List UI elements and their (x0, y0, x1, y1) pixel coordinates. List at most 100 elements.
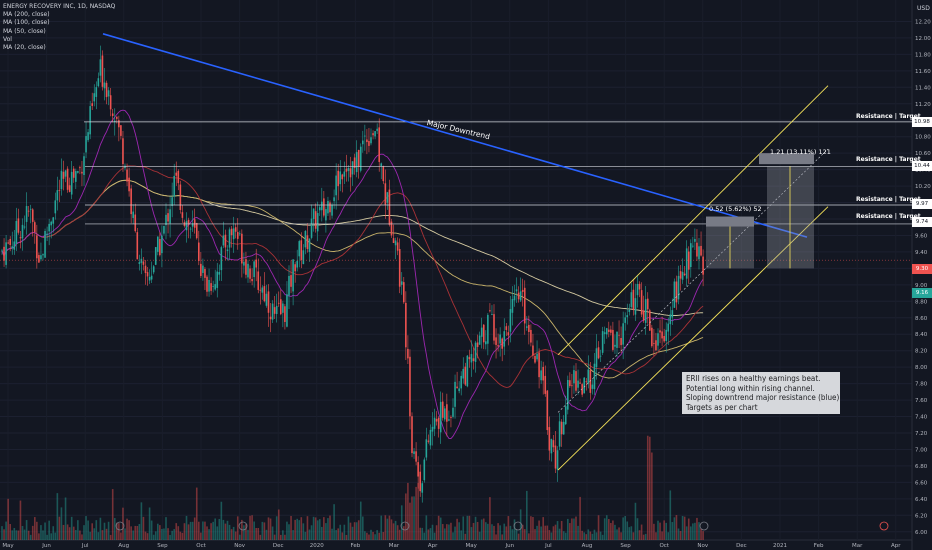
y-tick-label: 8.60 (915, 316, 928, 322)
candle-body (587, 369, 590, 384)
volume-bar (68, 527, 71, 540)
candle-body (54, 200, 57, 214)
candle-body (489, 310, 491, 312)
candle-body (386, 192, 389, 203)
volume-bar (27, 530, 30, 540)
indicator-ma100[interactable]: MA (100, close) (3, 19, 50, 27)
candle-body (163, 225, 165, 234)
candle-body (81, 171, 83, 174)
volume-bar (390, 519, 393, 540)
volume-bar (148, 507, 151, 540)
candle-body (208, 279, 210, 292)
y-tick-label: 7.40 (915, 415, 928, 421)
volume-bar (554, 524, 557, 540)
y-tick-label: 6.60 (915, 480, 928, 486)
volume-bar (120, 532, 122, 540)
candle-body (573, 370, 575, 384)
volume-bar (204, 521, 206, 540)
indicator-vol[interactable]: Vol (3, 35, 12, 43)
volume-bar (415, 486, 417, 540)
volume-bar (431, 524, 434, 540)
volume-bar (694, 522, 696, 540)
indicator-ma200[interactable]: MA (200, close) (3, 11, 50, 19)
candle-body (245, 259, 247, 275)
candle-body (519, 291, 522, 301)
candle-body (554, 445, 557, 469)
symbol-header[interactable]: ENERGY RECOVERY INC, 1D, NASDAQ (3, 3, 116, 10)
volume-bar (552, 526, 555, 540)
candle-body (380, 163, 383, 167)
candle-body (528, 324, 530, 332)
candle-body (5, 242, 7, 265)
volume-bar (427, 529, 430, 540)
candle-body (68, 185, 71, 192)
volume-bar (290, 515, 292, 540)
x-tick-label: Dec (273, 543, 284, 549)
volume-bar (296, 518, 298, 540)
volume-bar (513, 519, 516, 540)
candle-body (562, 421, 565, 435)
y-tick-label: 6.80 (915, 464, 928, 470)
volume-bar (517, 533, 520, 540)
x-tick-label: Mar (389, 543, 400, 549)
candle-body (341, 174, 344, 180)
y-tick-label: 6.00 (915, 530, 928, 536)
candle-body (610, 329, 612, 333)
y-tick-label: 12.00 (915, 36, 931, 42)
candle-body (314, 211, 317, 229)
volume-bar (511, 529, 514, 540)
volume-bar (603, 518, 606, 540)
volume-bar (251, 515, 253, 540)
candle-body (618, 334, 620, 336)
volume-bar (179, 531, 182, 540)
candle-body (140, 258, 143, 263)
volume-bar (403, 526, 405, 540)
candle-body (66, 168, 69, 190)
x-tick-label: 2020 (310, 543, 324, 549)
candle-body (48, 223, 50, 232)
candle-body (626, 315, 629, 318)
volume-bars (1, 435, 704, 540)
volume-bar (663, 520, 665, 540)
volume-bar (655, 532, 657, 540)
candle-body (310, 218, 313, 238)
candle-body (437, 417, 440, 429)
candle-body (507, 332, 510, 336)
volume-bar (132, 530, 134, 540)
candle-body (501, 338, 503, 349)
volume-bar (193, 517, 196, 540)
candle-body (228, 229, 231, 248)
indicator-ma20[interactable]: MA (20, close) (3, 44, 46, 52)
candle-body (167, 213, 169, 222)
channel-upper-line (557, 85, 829, 356)
volume-bar (316, 520, 319, 540)
volume-bar (423, 532, 426, 540)
indicator-ma50[interactable]: MA (50, close) (3, 27, 46, 35)
candle-body (585, 381, 588, 383)
volume-bar (618, 527, 620, 540)
candle-body (11, 246, 14, 249)
candle-body (40, 255, 42, 260)
candle-body (677, 275, 680, 300)
channel-mid-line (557, 148, 829, 413)
volume-bar (595, 532, 598, 540)
volume-bar (146, 533, 149, 540)
volume-bar (206, 526, 208, 540)
candle-body (612, 329, 614, 350)
candle-body (177, 170, 180, 184)
volume-bar (456, 518, 458, 540)
analysis-note[interactable]: ERII rises on a healthy earnings beat. P… (682, 372, 840, 414)
volume-bar (437, 515, 440, 540)
volume-bar (476, 521, 479, 540)
volume-bar (144, 531, 147, 540)
volume-bar (546, 525, 549, 540)
volume-bar (610, 522, 612, 540)
volume-bar (142, 516, 145, 540)
volume-bar (523, 529, 526, 540)
measure-label-bg-1 (706, 216, 754, 227)
candle-body (548, 427, 551, 451)
candle-body (417, 462, 419, 477)
volume-bar (87, 520, 89, 540)
candle-body (630, 292, 633, 308)
volume-bar (341, 532, 344, 540)
